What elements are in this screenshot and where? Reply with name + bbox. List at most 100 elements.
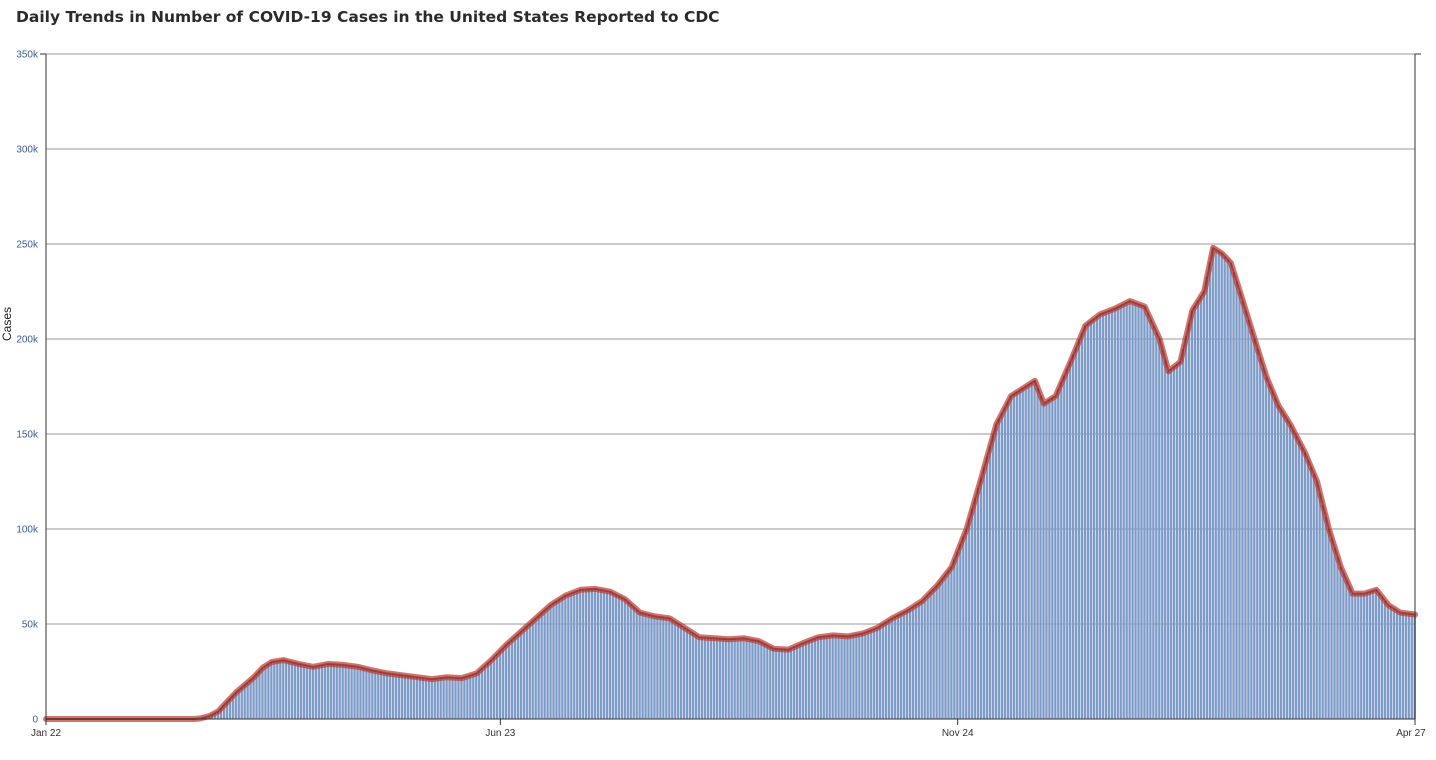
daily-bar bbox=[1175, 364, 1179, 719]
daily-bar bbox=[1380, 597, 1384, 719]
daily-bar bbox=[249, 679, 252, 719]
daily-bar bbox=[1155, 332, 1158, 719]
daily-bar bbox=[252, 677, 255, 719]
daily-bar bbox=[371, 670, 374, 719]
x-tick-label: Jan 22 bbox=[31, 728, 61, 739]
daily-bar bbox=[635, 609, 638, 719]
daily-bar bbox=[1392, 608, 1396, 719]
daily-bar bbox=[680, 625, 683, 719]
daily-bar bbox=[1241, 301, 1244, 719]
daily-bar bbox=[1074, 347, 1078, 719]
daily-bar bbox=[1306, 460, 1309, 720]
daily-bar bbox=[484, 665, 487, 719]
daily-bar bbox=[1309, 467, 1312, 719]
daily-bar bbox=[1262, 367, 1265, 719]
daily-bar bbox=[1333, 548, 1336, 719]
daily-bar bbox=[810, 639, 814, 719]
daily-bar bbox=[225, 701, 229, 719]
daily-bar bbox=[1134, 303, 1137, 719]
daily-bar bbox=[718, 638, 721, 719]
daily-bar bbox=[1232, 272, 1235, 719]
daily-bar bbox=[1404, 613, 1407, 719]
chart-title: Daily Trends in Number of COVID-19 Cases… bbox=[16, 8, 720, 26]
daily-bar bbox=[798, 644, 802, 719]
daily-bar bbox=[923, 598, 926, 719]
daily-bar bbox=[962, 536, 965, 719]
daily-bar bbox=[1172, 366, 1176, 719]
daily-bar bbox=[611, 593, 615, 719]
daily-bar bbox=[1119, 305, 1122, 719]
daily-bar bbox=[492, 657, 496, 719]
daily-bar bbox=[834, 635, 837, 719]
daily-bar bbox=[614, 594, 618, 719]
daily-bar bbox=[1401, 612, 1404, 719]
daily-bar bbox=[448, 677, 451, 719]
daily-bar bbox=[1229, 263, 1232, 719]
daily-bar bbox=[593, 588, 597, 719]
axes bbox=[40, 53, 1421, 720]
daily-bar bbox=[677, 624, 680, 719]
daily-bar bbox=[926, 595, 929, 719]
daily-bar bbox=[386, 673, 389, 719]
daily-bar bbox=[864, 632, 867, 719]
daily-bar bbox=[519, 631, 523, 719]
daily-bar bbox=[1214, 249, 1217, 719]
daily-bar bbox=[1196, 301, 1200, 719]
daily-bar bbox=[917, 603, 920, 719]
daily-bar bbox=[644, 614, 647, 719]
daily-bar bbox=[374, 671, 377, 719]
daily-bar bbox=[789, 648, 793, 719]
daily-bar bbox=[454, 677, 457, 719]
daily-bar bbox=[409, 676, 413, 719]
daily-bar bbox=[1297, 441, 1301, 719]
daily-bar bbox=[317, 665, 321, 719]
daily-bar bbox=[1276, 405, 1280, 719]
daily-bar bbox=[884, 622, 888, 719]
daily-bar bbox=[1036, 388, 1039, 719]
daily-bar bbox=[436, 678, 439, 719]
daily-bar bbox=[1342, 573, 1345, 719]
daily-bar bbox=[1125, 302, 1128, 719]
daily-bar bbox=[243, 684, 246, 719]
daily-bar bbox=[590, 589, 594, 719]
daily-bar bbox=[296, 663, 300, 719]
daily-bar bbox=[1371, 590, 1375, 719]
daily-bar bbox=[1395, 610, 1399, 719]
daily-bar bbox=[261, 667, 264, 719]
daily-bar bbox=[1348, 586, 1351, 719]
daily-bar bbox=[1045, 401, 1048, 719]
daily-bar bbox=[742, 638, 745, 719]
daily-bar bbox=[1398, 612, 1402, 719]
daily-bar bbox=[751, 639, 754, 719]
daily-bar bbox=[804, 641, 808, 719]
daily-bar bbox=[311, 666, 315, 719]
daily-bar bbox=[599, 589, 603, 719]
daily-bar bbox=[968, 518, 971, 719]
daily-bar bbox=[397, 674, 401, 719]
daily-bar bbox=[570, 593, 573, 719]
y-axis-ticks: 0 50k 100k 150k 200k 250k 300k 350k bbox=[16, 50, 39, 726]
daily-bar bbox=[546, 607, 549, 719]
daily-bar bbox=[617, 596, 621, 719]
daily-bar bbox=[870, 630, 873, 719]
daily-bar bbox=[626, 601, 629, 719]
daily-bar bbox=[216, 711, 220, 719]
daily-bar bbox=[329, 664, 332, 719]
daily-bar bbox=[267, 663, 270, 719]
daily-bar bbox=[641, 613, 644, 719]
daily-bar bbox=[314, 666, 318, 719]
daily-bar bbox=[1190, 310, 1194, 719]
daily-bar bbox=[1244, 310, 1247, 719]
daily-bar bbox=[1152, 326, 1155, 719]
daily-bar bbox=[685, 629, 689, 719]
daily-bar bbox=[876, 627, 879, 719]
bars-group bbox=[195, 247, 1416, 720]
daily-bar bbox=[234, 692, 237, 719]
daily-bar bbox=[1315, 481, 1318, 719]
daily-bar bbox=[1321, 505, 1324, 719]
daily-bar bbox=[1063, 375, 1066, 719]
daily-bar bbox=[881, 624, 885, 719]
daily-bar bbox=[380, 672, 383, 719]
daily-bar bbox=[457, 677, 460, 719]
